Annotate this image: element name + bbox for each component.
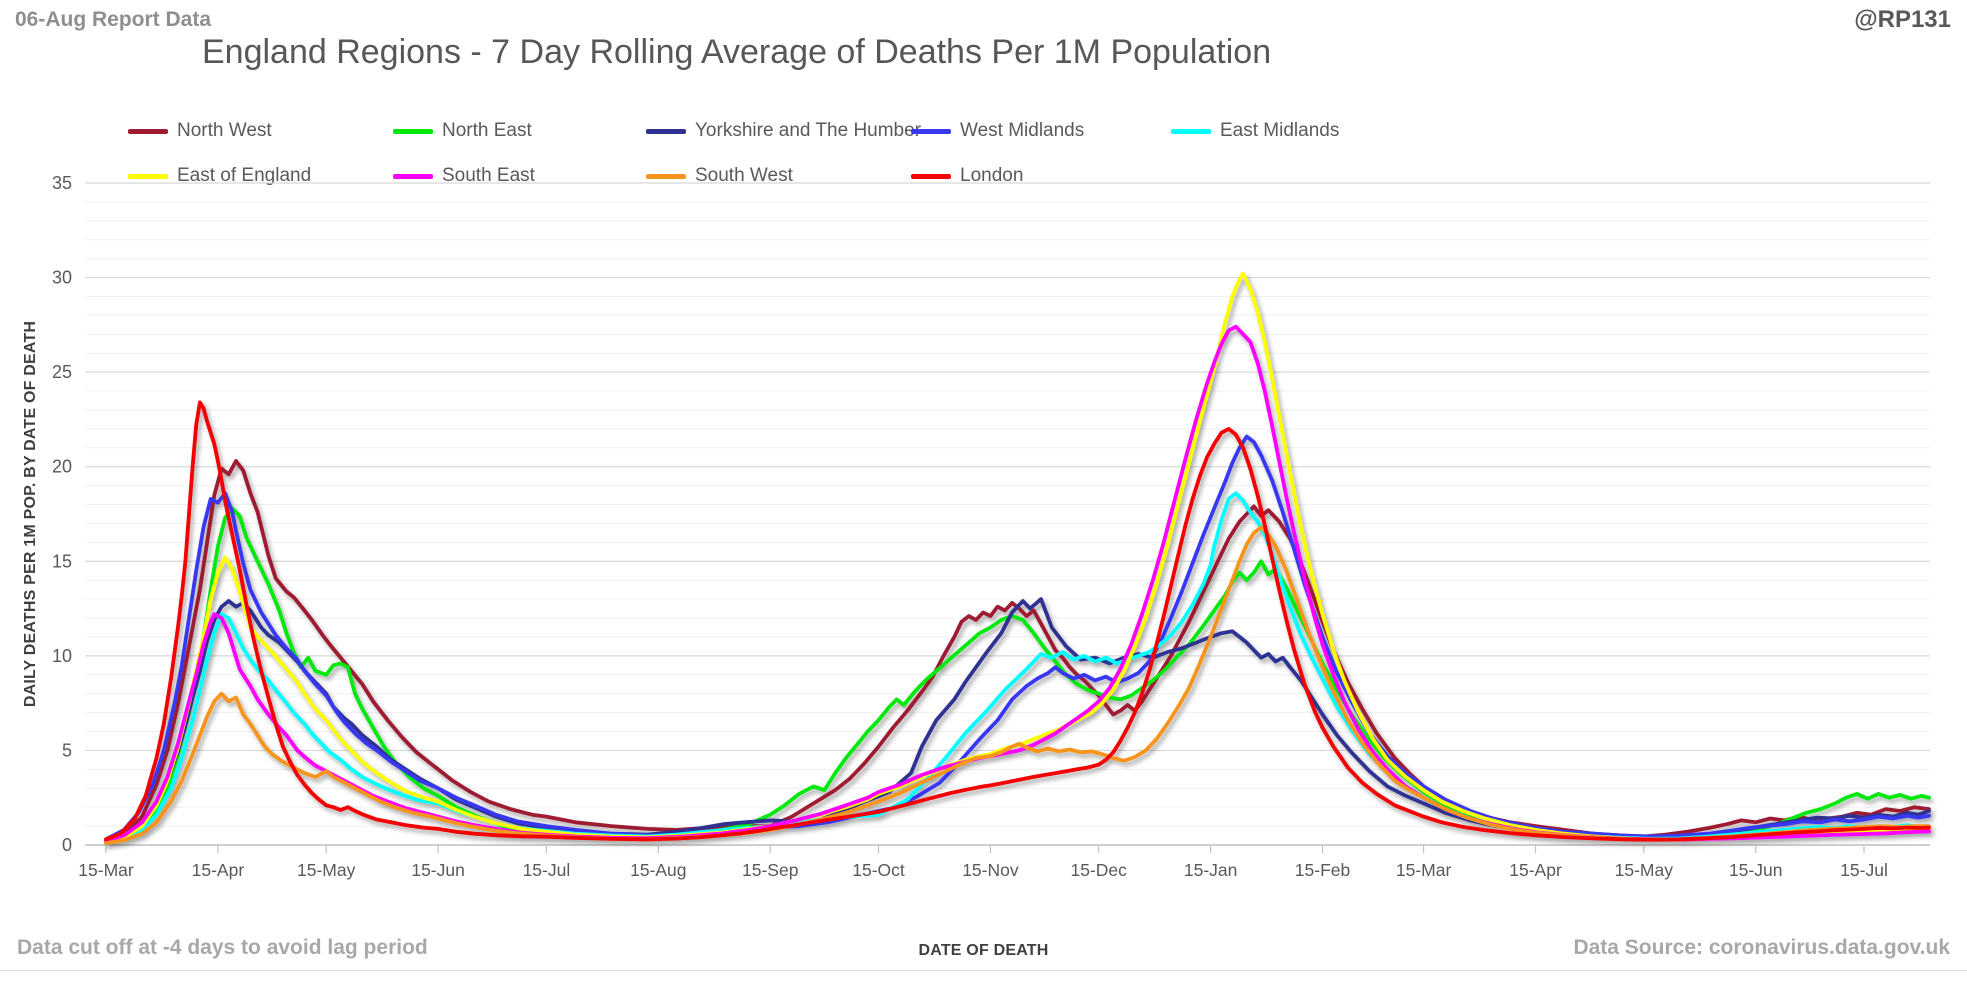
x-tick-label: 15-Aug [630,860,686,880]
y-tick-label: 30 [52,268,72,288]
x-tick-label: 15-Jun [411,860,465,880]
y-tick-label: 20 [52,457,72,477]
legend-label: South West [695,165,793,186]
legend-swatch [393,173,433,179]
x-tick-label: 15-Oct [852,860,905,880]
x-tick-label: 15-Feb [1295,860,1350,880]
legend-item-south-west: South West [646,163,793,189]
legend-swatch [646,173,686,179]
x-tick-label: 15-Jul [1840,860,1888,880]
y-tick-label: 35 [52,173,72,193]
legend-label: North West [177,120,272,141]
x-tick-label: 15-May [1615,860,1674,880]
y-tick-label: 25 [52,362,72,382]
y-axis-title: DAILY DEATHS PER 1M POP. BY DATE OF DEAT… [22,320,39,708]
x-tick-label: 15-Nov [962,860,1019,880]
series-line-south-west [104,525,1931,845]
series-line-east-of-england [104,271,1931,845]
legend-label: London [960,165,1024,186]
legend-item-south-east: South East [393,163,535,189]
legend-swatch [128,173,168,179]
x-tick-label: 15-Dec [1071,860,1128,880]
legend-swatch [128,128,168,134]
x-tick-label: 15-May [297,860,356,880]
x-tick-label: 15-Jul [523,860,571,880]
x-tick-label: 15-Jan [1184,860,1238,880]
legend-label: South East [442,165,535,186]
series-line-south-east [104,324,1931,844]
series-line-london [104,400,1931,842]
legend-swatch [1171,128,1211,134]
x-tick-label: 15-Mar [1396,860,1452,880]
legend-item-london: London [911,163,1023,189]
legend-item-east-midlands: East Midlands [1171,118,1339,144]
y-tick-label: 15 [52,551,72,571]
bottom-divider [0,970,1967,971]
legend-label: East of England [177,165,312,186]
x-tick-label: 15-Apr [192,860,245,880]
x-tick-label: 15-Apr [1509,860,1562,880]
legend-swatch [646,128,686,134]
x-axis-title: DATE OF DEATH [918,942,1049,959]
legend-swatch [393,128,433,134]
legend-item-west-midlands: West Midlands [911,118,1084,144]
legend-swatch [911,128,951,134]
series-line-east-midlands [104,491,1931,845]
x-tick-label: 15-Mar [78,860,134,880]
x-axis: 15-Mar 15-Apr 15-May 15-Jun 15-Jul 15-Aug 15-S… [78,844,1930,880]
legend-label: East Midlands [1220,120,1340,141]
y-axis: 0 5 10 15 20 25 30 35 [52,173,72,855]
author-handle: @RP131 [1854,6,1951,33]
footer-note-source: Data Source: coronavirus.data.gov.uk [1573,936,1950,959]
footer-note-cutoff: Data cut off at -4 days to avoid lag per… [17,936,428,959]
y-tick-label: 0 [62,835,72,855]
legend-label: North East [442,120,532,141]
legend-label: West Midlands [960,120,1085,141]
legend-label: Yorkshire and The Humber [695,120,922,141]
legend-item-north-west: North West [128,118,272,144]
gridlines [85,182,1930,827]
x-tick-label: 15-Sep [742,860,798,880]
legend: North West North East Yorkshire and The Hu… [0,0,1967,200]
report-date-label: 06-Aug Report Data [15,8,212,31]
series-lines [104,271,1931,845]
y-tick-label: 10 [52,646,72,666]
legend-item-east-of-england: East of England [128,163,311,189]
legend-item-yorkshire-and-the-humber: Yorkshire and The Humber [646,118,921,144]
y-tick-label: 5 [62,740,72,760]
legend-item-north-east: North East [393,118,532,144]
legend-swatch [911,173,951,179]
chart-title: England Regions - 7 Day Rolling Average … [202,33,1272,71]
series-line-yorkshire-and-the-humber [104,597,1931,845]
x-tick-label: 15-Jun [1729,860,1783,880]
